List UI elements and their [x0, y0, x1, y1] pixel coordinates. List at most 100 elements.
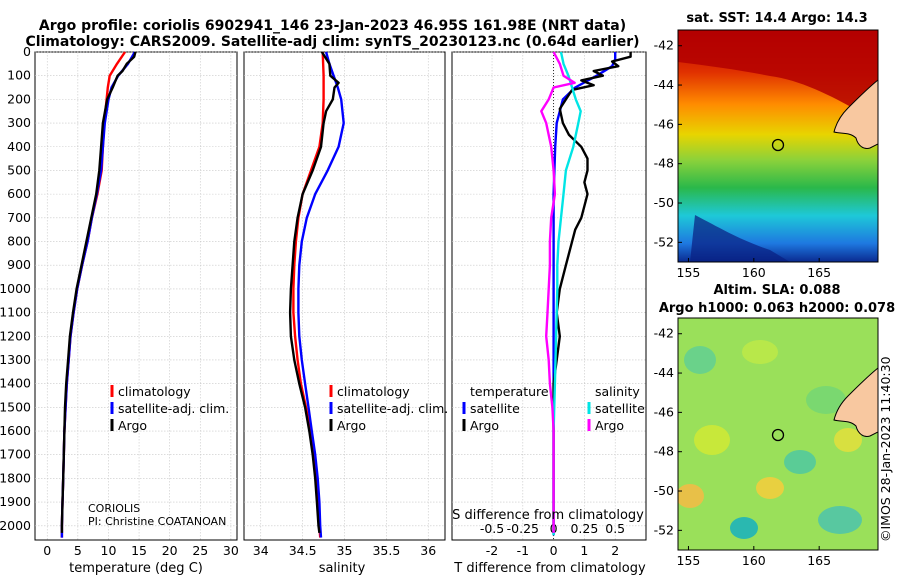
lon-tick-label: 165 — [807, 553, 831, 568]
x-tick-label: 34 — [253, 543, 269, 558]
argo-float-marker — [771, 428, 785, 442]
x-tick-label: 25 — [192, 543, 208, 558]
s-diff-tick-label: 0.5 — [605, 521, 625, 536]
legend-label-argo: Argo — [118, 418, 147, 433]
depth-tick-label: 1000 — [0, 281, 31, 296]
salinity-legend: climatology satellite-adj. clim. Argo — [329, 384, 448, 433]
sla-blob — [806, 386, 846, 414]
series-line-satellite-adj-clim- — [60, 51, 136, 538]
depth-tick-label: 1600 — [0, 423, 31, 438]
annotation-pi: PI: Christine COATANOAN — [88, 515, 226, 528]
legend-heading-salinity: salinity — [595, 384, 640, 399]
sla-map-frame — [677, 317, 879, 551]
lat-tick-label: -52 — [654, 234, 674, 249]
temperature-legend: climatology satellite-adj. clim. Argo — [110, 384, 229, 433]
x-tick-label: -2 — [486, 543, 498, 558]
lat-tick-label: -44 — [654, 77, 674, 92]
salinity-xlabel: salinity — [319, 561, 366, 576]
lat-tick-label: -48 — [654, 156, 674, 171]
depth-tick-label: 1400 — [0, 376, 31, 391]
x-tick-label: 34.5 — [289, 543, 317, 558]
sst-map — [678, 30, 878, 262]
depth-tick-label: 2000 — [0, 518, 31, 533]
temperature-panel-frame — [34, 51, 238, 541]
annotation-coriolis: CORIOLIS — [88, 502, 140, 515]
legend-heading-temperature: temperature — [470, 384, 549, 399]
sst-map-frame — [677, 29, 879, 263]
sla-blob — [684, 346, 716, 374]
lat-tick-label: -50 — [654, 195, 674, 210]
x-tick-label: -1 — [517, 543, 529, 558]
depth-tick-label: 1800 — [0, 470, 31, 485]
lat-tick-label: -46 — [654, 404, 674, 419]
x-tick-label: 0 — [550, 543, 558, 558]
lon-tick-label: 165 — [807, 265, 831, 280]
sst-cold-region — [690, 215, 790, 262]
depth-tick-label: 700 — [7, 210, 31, 225]
legend-label-argo: Argo — [337, 418, 366, 433]
depth-tick-label: 800 — [7, 234, 31, 249]
lat-tick-label: -44 — [654, 365, 674, 380]
sla-blob — [678, 484, 704, 508]
depth-tick-label: 1200 — [0, 328, 31, 343]
x-tick-label: 0 — [43, 543, 51, 558]
lat-tick-label: -52 — [654, 522, 674, 537]
series-line-salinity-argo — [540, 51, 576, 533]
x-tick-label: 30 — [223, 543, 239, 558]
sla-blob — [742, 340, 778, 364]
x-tick-label: 36 — [420, 543, 436, 558]
depth-tick-label: 1900 — [0, 494, 31, 509]
series-line-climatology — [60, 51, 126, 538]
sst-map-title: sat. SST: 14.4 Argo: 14.3 — [686, 11, 867, 26]
new-zealand-land — [833, 79, 878, 149]
legend-label-s-satellite: satellite — [595, 401, 645, 416]
sla-blob — [784, 450, 816, 474]
x-tick-label: 35.5 — [372, 543, 400, 558]
depth-tick-label: 600 — [7, 186, 31, 201]
title-line-1: Argo profile: coriolis 6902941_146 23-Ja… — [38, 18, 627, 34]
lat-tick-label: -48 — [654, 444, 674, 459]
series-line-argo — [288, 51, 340, 534]
sla-blob — [834, 428, 862, 452]
lon-tick-label: 160 — [742, 265, 766, 280]
depth-tick-label: 1300 — [0, 352, 31, 367]
x-tick-label: 10 — [101, 543, 117, 558]
new-zealand-land — [833, 367, 878, 437]
sla-blob — [694, 425, 730, 455]
lon-tick-label: 155 — [677, 553, 701, 568]
lat-tick-label: -42 — [654, 38, 674, 53]
argo-float-marker — [771, 138, 785, 152]
depth-tick-label: 0 — [23, 44, 31, 59]
sla-map-title-2: Argo h1000: 0.063 h2000: 0.078 — [659, 301, 895, 316]
lat-tick-label: -50 — [654, 483, 674, 498]
depth-tick-label: 1500 — [0, 399, 31, 414]
difference-xlabel-top: S difference from climatology — [452, 508, 644, 523]
series-line-satellite-adj-clim- — [297, 51, 345, 538]
depth-tick-label: 100 — [7, 68, 31, 83]
difference-legend: temperature salinity satellite Argo sate… — [462, 384, 645, 433]
lat-tick-label: -42 — [654, 326, 674, 341]
sla-map — [678, 318, 878, 550]
depth-tick-label: 1100 — [0, 305, 31, 320]
series-line-argo — [60, 51, 137, 533]
x-tick-label: 15 — [131, 543, 147, 558]
legend-label-satellite: satellite-adj. clim. — [118, 401, 229, 416]
s-diff-tick-label: -0.25 — [507, 521, 539, 536]
x-tick-label: 2 — [611, 543, 619, 558]
depth-tick-label: 400 — [7, 139, 31, 154]
depth-tick-label: 1700 — [0, 447, 31, 462]
series-line-temperature-argo — [552, 52, 632, 533]
x-tick-label: 5 — [74, 543, 82, 558]
x-tick-label: 1 — [580, 543, 588, 558]
sst-warm-region — [678, 30, 878, 140]
legend-label-s-argo: Argo — [595, 418, 624, 433]
sla-map-title-1: Altim. SLA: 0.088 — [714, 283, 841, 298]
s-diff-tick-label: -0.5 — [480, 521, 504, 536]
depth-tick-label: 300 — [7, 115, 31, 130]
depth-tick-label: 200 — [7, 91, 31, 106]
x-tick-label: 35 — [337, 543, 353, 558]
sla-blob — [730, 517, 758, 539]
legend-label-climatology: climatology — [337, 384, 410, 399]
depth-tick-label: 900 — [7, 257, 31, 272]
